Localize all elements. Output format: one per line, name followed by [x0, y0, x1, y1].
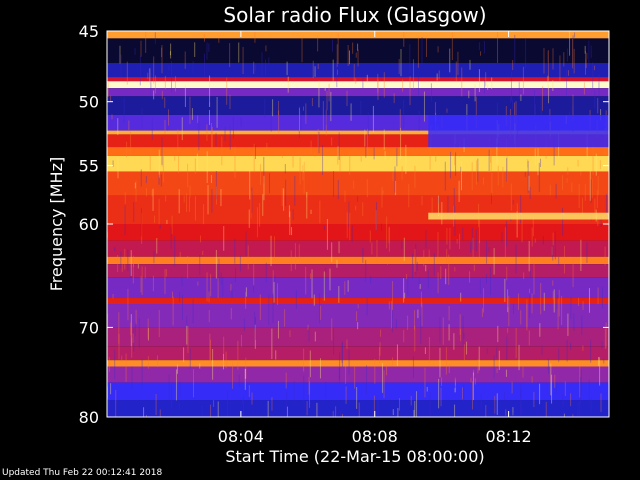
y-tick-label: 60	[79, 215, 99, 234]
chart-title: Solar radio Flux (Glasgow)	[223, 3, 486, 27]
frequency-band-22	[107, 346, 609, 361]
y-tick-label: 70	[79, 318, 99, 337]
y-tick-label: 80	[79, 408, 99, 427]
frequency-band-18	[107, 277, 609, 299]
frequency-band-10	[107, 147, 609, 156]
frequency-band-16	[107, 256, 609, 265]
frequency-band-12	[107, 171, 609, 196]
frequency-band-20	[107, 304, 609, 328]
noise-texture	[107, 31, 609, 417]
y-axis-label: Frequency [MHz]	[47, 157, 66, 291]
frequency-band-19	[107, 298, 609, 305]
y-tick-label: 55	[79, 157, 99, 176]
frequency-band-8	[107, 130, 609, 135]
spectral-feature-1	[428, 114, 609, 148]
frequency-band-2	[107, 63, 609, 78]
frequency-band-1	[107, 38, 609, 64]
axis-ticks: 45 50 55 60 70 80 08:04 08:08 08:12	[79, 22, 609, 446]
frequency-band-5	[107, 88, 609, 97]
frequency-band-23	[107, 360, 609, 367]
plot-area	[107, 31, 609, 417]
frequency-band-14	[107, 224, 609, 241]
frequency-band-26	[107, 400, 609, 417]
frequency-band-6	[107, 96, 609, 115]
x-tick-label: 08:12	[486, 427, 532, 446]
frequency-band-24	[107, 366, 609, 383]
x-tick-label: 08:08	[352, 427, 398, 446]
frequency-band-17	[107, 264, 609, 278]
y-tick-label: 45	[79, 22, 99, 41]
frequency-band-3	[107, 77, 609, 82]
frequency-band-4	[107, 81, 609, 89]
plot-frame	[106, 30, 610, 418]
frequency-band-11	[107, 155, 609, 172]
frequency-band-25	[107, 382, 609, 401]
frequency-band-0	[107, 31, 609, 39]
frequency-band-15	[107, 240, 609, 257]
x-tick-label: 08:04	[218, 427, 264, 446]
x-axis-label: Start Time (22-Mar-15 08:00:00)	[225, 447, 484, 466]
frequency-band-21	[107, 327, 609, 347]
y-tick-label: 50	[79, 93, 99, 112]
spectral-feature-0	[428, 212, 609, 220]
updated-timestamp: Updated Thu Feb 22 00:12:41 2018	[2, 468, 163, 478]
